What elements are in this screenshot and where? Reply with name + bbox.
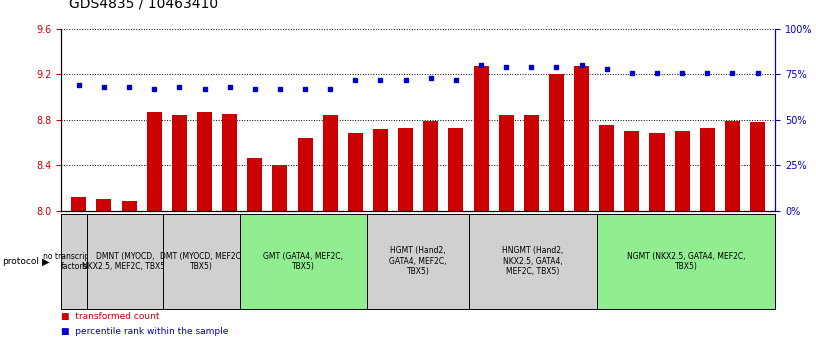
Bar [348,133,363,211]
Bar [222,114,237,211]
Bar [197,112,212,211]
Bar [172,115,187,211]
Text: HNGMT (Hand2,
NKX2.5, GATA4,
MEF2C, TBX5): HNGMT (Hand2, NKX2.5, GATA4, MEF2C, TBX5… [503,246,564,276]
Text: ■  percentile rank within the sample: ■ percentile rank within the sample [61,327,228,336]
Text: protocol: protocol [2,257,38,266]
Bar [524,115,539,211]
Bar [298,138,313,211]
Bar [122,201,136,211]
Bar [273,165,287,211]
Bar [473,66,489,211]
Bar [448,128,463,211]
Bar [574,66,589,211]
Bar [624,131,640,211]
Bar [599,126,614,211]
Text: GMT (GATA4, MEF2C,
TBX5): GMT (GATA4, MEF2C, TBX5) [264,252,344,271]
Text: GDS4835 / 10463410: GDS4835 / 10463410 [69,0,219,10]
Text: DMNT (MYOCD,
NKX2.5, MEF2C, TBX5): DMNT (MYOCD, NKX2.5, MEF2C, TBX5) [82,252,168,271]
Text: HGMT (Hand2,
GATA4, MEF2C,
TBX5): HGMT (Hand2, GATA4, MEF2C, TBX5) [389,246,447,276]
Bar [147,112,162,211]
Bar [398,128,413,211]
Bar [322,115,338,211]
Bar [700,128,715,211]
Bar [675,131,690,211]
Bar [725,121,740,211]
Bar [96,199,112,211]
Bar [549,74,564,211]
Bar [750,122,765,211]
Bar [424,121,438,211]
Bar [499,115,514,211]
Bar [247,158,262,211]
Text: NGMT (NKX2.5, GATA4, MEF2C,
TBX5): NGMT (NKX2.5, GATA4, MEF2C, TBX5) [627,252,745,271]
Text: DMT (MYOCD, MEF2C,
TBX5): DMT (MYOCD, MEF2C, TBX5) [160,252,243,271]
Bar [373,129,388,211]
Text: ■  transformed count: ■ transformed count [61,313,160,322]
Text: ▶: ▶ [42,256,50,266]
Bar [71,197,86,211]
Bar [650,133,664,211]
Text: no transcription
factors: no transcription factors [43,252,104,271]
